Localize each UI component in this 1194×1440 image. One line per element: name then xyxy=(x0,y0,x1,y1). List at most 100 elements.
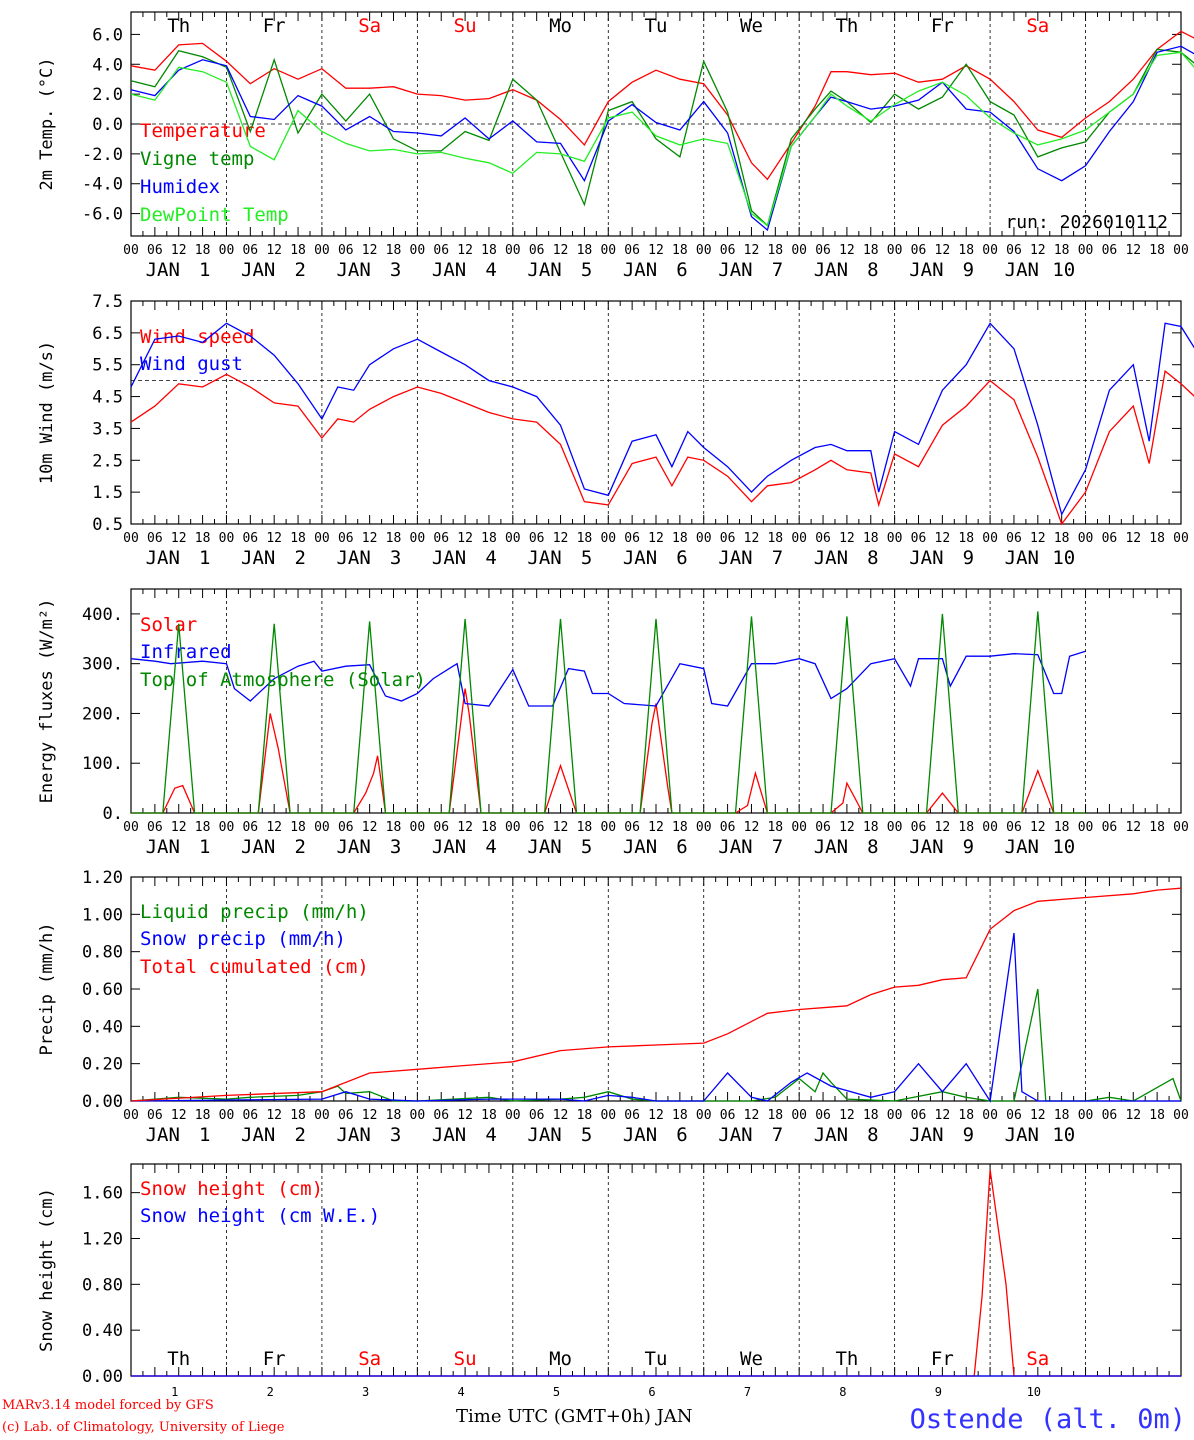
x-hour-label: 12 xyxy=(266,243,282,258)
x-hour-label: 06 xyxy=(338,1108,354,1123)
x-month-label: JAN xyxy=(241,259,275,281)
x-hour-label: 06 xyxy=(911,1108,927,1123)
day-number-label: 7 xyxy=(744,1385,751,1399)
x-hour-label: 06 xyxy=(1102,531,1118,546)
x-hour-label: 00 xyxy=(123,1108,139,1123)
y-tick-label: 0.40 xyxy=(82,1321,123,1341)
x-hour-label: 06 xyxy=(1006,820,1022,835)
x-hour-label: 18 xyxy=(672,243,688,258)
x-hour-label: 06 xyxy=(242,531,258,546)
x-hour-label: 12 xyxy=(266,820,282,835)
x-hour-label: 06 xyxy=(720,243,736,258)
series-line-total-cumulated-cm- xyxy=(130,887,1182,1102)
x-hour-label: 00 xyxy=(219,820,235,835)
x-hour-label: 18 xyxy=(290,820,306,835)
x-hour-label: 06 xyxy=(1102,1108,1118,1123)
x-hour-label: 00 xyxy=(982,820,998,835)
weekday-label-top: Fr xyxy=(263,15,286,37)
x-month-label: JAN xyxy=(1005,836,1039,858)
x-hour-label: 06 xyxy=(815,531,831,546)
x-hour-label: 12 xyxy=(1125,1108,1141,1123)
panel-frame-wind xyxy=(130,300,1182,525)
x-hour-label: 18 xyxy=(1149,243,1165,258)
x-hour-label: 00 xyxy=(219,1108,235,1123)
x-hour-label: 06 xyxy=(147,1108,163,1123)
x-hour-label: 18 xyxy=(577,820,593,835)
weekday-label-top: Sa xyxy=(358,15,381,37)
day-number-label: 6 xyxy=(648,1385,655,1399)
x-hour-label: 00 xyxy=(1173,243,1189,258)
day-number-label: 9 xyxy=(935,1385,942,1399)
y-tick-label: 0.20 xyxy=(82,1055,123,1075)
x-hour-label: 00 xyxy=(410,1108,426,1123)
weekday-label-bottom: Tu xyxy=(645,1348,668,1370)
y-axis-label: Snow height (cm) xyxy=(37,1188,57,1352)
x-date-label: 9 xyxy=(963,547,974,569)
x-hour-label: 06 xyxy=(815,1108,831,1123)
x-hour-label: 06 xyxy=(338,531,354,546)
x-hour-label: 06 xyxy=(720,820,736,835)
x-month-label: JAN xyxy=(146,547,180,569)
x-month-label: JAN xyxy=(527,547,561,569)
x-date-label: 2 xyxy=(294,259,305,281)
x-hour-label: 18 xyxy=(481,243,497,258)
day-number-label: 4 xyxy=(457,1385,464,1399)
x-date-label: 1 xyxy=(199,1124,210,1146)
legend-entry: Total cumulated (cm) xyxy=(140,956,369,978)
x-hour-label: 12 xyxy=(1125,243,1141,258)
x-hour-label: 12 xyxy=(362,531,378,546)
x-date-label: 7 xyxy=(772,259,783,281)
y-tick-label: 6.0 xyxy=(92,25,123,45)
weekday-label-bottom: Sa xyxy=(358,1348,381,1370)
y-tick-label: 300. xyxy=(82,655,123,675)
x-hour-label: 06 xyxy=(338,243,354,258)
x-hour-label: 18 xyxy=(481,1108,497,1123)
day-number-label: 3 xyxy=(362,1385,369,1399)
y-tick-label: 3.5 xyxy=(92,419,123,439)
weekday-label-top: Fr xyxy=(931,15,954,37)
x-hour-label: 00 xyxy=(314,531,330,546)
y-tick-label: 2.5 xyxy=(92,451,123,471)
x-hour-label: 18 xyxy=(863,243,879,258)
y-tick-label: 0.00 xyxy=(82,1367,123,1387)
x-date-label: 8 xyxy=(867,547,878,569)
x-hour-label: 12 xyxy=(266,531,282,546)
x-hour-label: 00 xyxy=(410,531,426,546)
x-hour-label: 06 xyxy=(1006,531,1022,546)
x-hour-label: 18 xyxy=(577,531,593,546)
x-date-label: 3 xyxy=(390,547,401,569)
x-date-label: 5 xyxy=(581,1124,592,1146)
x-hour-label: 12 xyxy=(362,820,378,835)
x-hour-label: 12 xyxy=(1125,531,1141,546)
x-date-label: 6 xyxy=(676,259,687,281)
legend-entry: Snow height (cm W.E.) xyxy=(140,1205,380,1227)
x-hour-label: 00 xyxy=(696,820,712,835)
x-hour-label: 12 xyxy=(553,531,569,546)
x-hour-label: 00 xyxy=(791,531,807,546)
x-hour-label: 12 xyxy=(744,531,760,546)
x-hour-label: 18 xyxy=(481,820,497,835)
y-axis-label: Precip (mm/h) xyxy=(37,922,57,1055)
x-hour-label: 18 xyxy=(767,1108,783,1123)
x-hour-label: 18 xyxy=(1054,820,1070,835)
x-hour-label: 00 xyxy=(696,531,712,546)
y-tick-label: 1.5 xyxy=(92,483,123,503)
x-hour-label: 00 xyxy=(600,820,616,835)
x-date-label: 6 xyxy=(676,836,687,858)
x-month-label: JAN xyxy=(909,547,943,569)
x-month-label: JAN xyxy=(527,259,561,281)
legend-entry: Wind speed xyxy=(140,326,254,348)
x-hour-label: 06 xyxy=(911,243,927,258)
x-hour-label: 12 xyxy=(553,820,569,835)
y-tick-label: 1.60 xyxy=(82,1184,123,1204)
x-date-label: 10 xyxy=(1052,1124,1075,1146)
y-tick-label: 7.5 xyxy=(92,292,123,312)
x-hour-label: 00 xyxy=(410,820,426,835)
x-month-label: JAN xyxy=(336,259,370,281)
y-tick-label: -2.0 xyxy=(82,145,123,165)
x-hour-label: 06 xyxy=(147,243,163,258)
series-line-infrared xyxy=(130,650,1086,707)
y-tick-label: 4.0 xyxy=(92,55,123,75)
x-hour-label: 00 xyxy=(887,820,903,835)
x-hour-label: 00 xyxy=(219,243,235,258)
